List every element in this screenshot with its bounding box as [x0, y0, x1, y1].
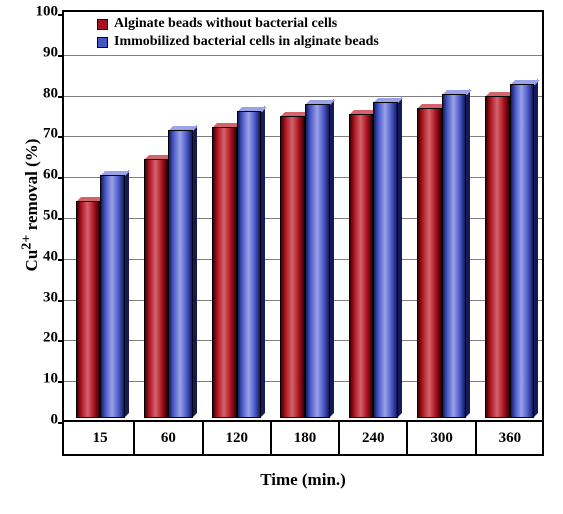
y-tick-label: 100	[6, 4, 58, 21]
y-tick-mark	[58, 14, 64, 16]
bar	[485, 96, 510, 418]
y-tick-mark	[58, 96, 64, 98]
x-tick-label: 60	[161, 430, 176, 447]
bar	[76, 201, 101, 418]
bar	[100, 175, 125, 418]
x-band-separator	[338, 422, 340, 454]
y-tick-labels: 0102030405060708090100	[0, 10, 62, 422]
legend-swatch	[97, 37, 108, 48]
y-tick-label: 90	[6, 44, 58, 61]
y-tick-label: 40	[6, 248, 58, 265]
y-tick-label: 20	[6, 330, 58, 347]
y-tick-label: 10	[6, 371, 58, 388]
bar	[305, 104, 330, 418]
bar	[510, 84, 535, 418]
bar-chart: Cu2+ removal (%) 0102030405060708090100 …	[0, 0, 563, 514]
y-tick-mark	[58, 177, 64, 179]
legend-item: Immobilized bacterial cells in alginate …	[97, 34, 379, 50]
x-tick-label: 15	[93, 430, 108, 447]
y-tick-label: 60	[6, 167, 58, 184]
x-tick-label: 240	[362, 430, 385, 447]
y-tick-mark	[58, 218, 64, 220]
y-tick-mark	[58, 300, 64, 302]
x-band-separator	[270, 422, 272, 454]
y-tick-mark	[58, 381, 64, 383]
x-tick-label: 360	[499, 430, 522, 447]
y-tick-mark	[58, 259, 64, 261]
bar	[168, 130, 193, 418]
x-band-separator	[475, 422, 477, 454]
y-tick-label: 0	[6, 412, 58, 429]
x-tick-label: 180	[294, 430, 317, 447]
x-band-separator	[202, 422, 204, 454]
y-tick-mark	[58, 55, 64, 57]
y-tick-label: 80	[6, 85, 58, 102]
legend-label: Immobilized bacterial cells in alginate …	[114, 34, 379, 50]
bar	[237, 111, 262, 418]
bars-layer	[64, 12, 542, 420]
bar	[212, 127, 237, 418]
bar	[373, 102, 398, 418]
bar	[280, 116, 305, 418]
legend-swatch	[97, 19, 108, 30]
y-tick-mark	[58, 136, 64, 138]
y-tick-label: 50	[6, 208, 58, 225]
x-axis-label-text: Time (min.)	[260, 470, 346, 489]
x-band-separator	[133, 422, 135, 454]
y-tick-label: 30	[6, 289, 58, 306]
bar	[144, 159, 169, 418]
y-tick-label: 70	[6, 126, 58, 143]
bar	[349, 114, 374, 418]
x-band-separator	[406, 422, 408, 454]
y-tick-mark	[58, 340, 64, 342]
x-tick-label: 120	[225, 430, 248, 447]
legend-item: Alginate beads without bacterial cells	[97, 16, 379, 32]
plot-area: Alginate beads without bacterial cells Im…	[62, 10, 544, 422]
legend-label: Alginate beads without bacterial cells	[114, 16, 337, 32]
x-axis-label: Time (min.)	[62, 470, 544, 490]
x-tick-label-band: 15 60 120 180 240 300 360	[62, 422, 544, 456]
bar	[442, 94, 467, 418]
bar	[417, 108, 442, 418]
x-tick-label: 300	[430, 430, 453, 447]
legend: Alginate beads without bacterial cells Im…	[97, 16, 379, 50]
